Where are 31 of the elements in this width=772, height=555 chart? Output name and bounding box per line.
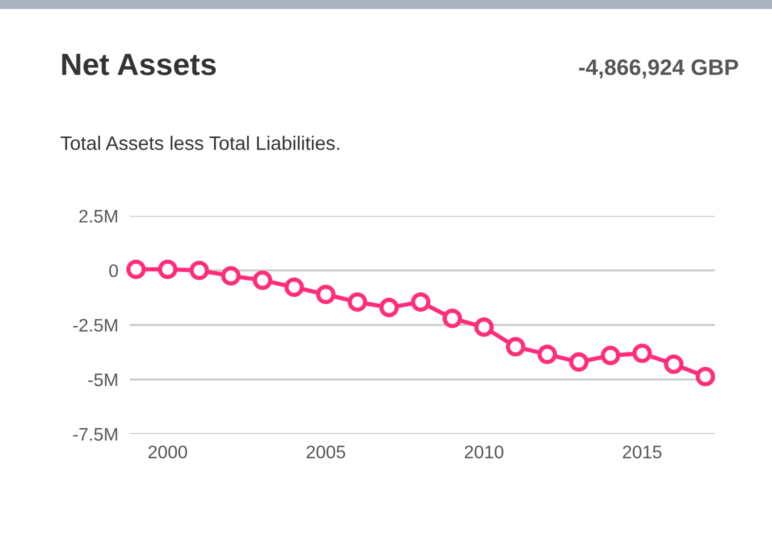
x-tick-label: 2010: [464, 446, 504, 458]
text: -4,866,924 GBP: [579, 59, 738, 78]
point: [664, 354, 684, 374]
chart-title: Net Assets: [62, 54, 216, 76]
point: [252, 270, 272, 290]
chart-subtitle: Total Assets less Total Liabilities.: [60, 136, 340, 150]
point: [632, 344, 652, 364]
point: [569, 352, 589, 372]
point: [190, 260, 210, 280]
point: [506, 337, 526, 356]
x-tick-label: 2005: [306, 446, 346, 458]
x-tick-label: 2000: [148, 446, 188, 458]
point: [696, 366, 716, 386]
point: [600, 346, 620, 366]
point: [410, 292, 430, 312]
point: [379, 298, 399, 318]
point: [284, 277, 304, 297]
y-tick-label: -5M: [88, 374, 118, 386]
point: [126, 260, 146, 280]
point: [221, 266, 241, 286]
point: [158, 260, 178, 280]
point: [538, 344, 557, 364]
point: [316, 284, 336, 304]
y-tick-label: -7.5M: [73, 428, 118, 441]
y-tick-label: 0: [109, 264, 118, 278]
point: [474, 317, 494, 337]
y-tick-label: -2.5M: [73, 318, 118, 332]
y-tick-label: 2.5M: [79, 210, 118, 223]
point: [442, 308, 462, 328]
x-tick-label: 2015: [622, 446, 662, 458]
point: [348, 292, 368, 312]
